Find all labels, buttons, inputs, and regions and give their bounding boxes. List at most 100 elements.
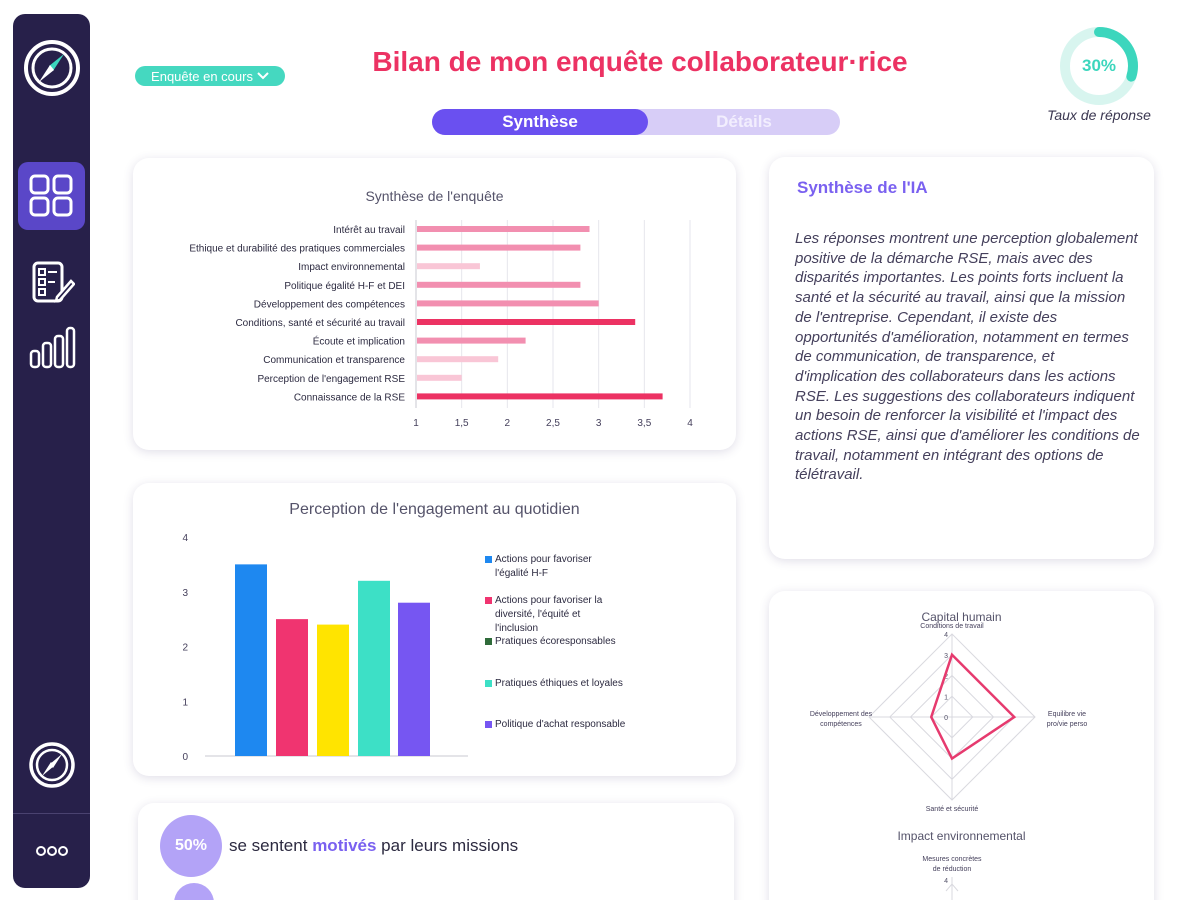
- radar2-tick-label: 4: [944, 878, 948, 885]
- sidebar: [13, 14, 90, 888]
- engagement-chart: 0 1 2 3 4 Actions pour favoriser l'égalité H-F…: [182, 533, 626, 763]
- x-tick-label: 2,5: [546, 418, 560, 429]
- view-tabs: Synthèse Détails: [432, 109, 840, 135]
- sidebar-item-dashboard[interactable]: [18, 162, 85, 230]
- radar-axis-label: Développement des: [810, 711, 873, 718]
- radar-charts: 0 1 2 3 4 Conditions de travail Equilibre vie p…: [810, 623, 1088, 900]
- motivation-percent-badge: 50%: [160, 815, 222, 877]
- legend-label: Pratiques éthiques et loyales: [495, 678, 623, 689]
- radar2-grid-ring: [945, 883, 959, 892]
- legend-swatch: [485, 721, 492, 728]
- y-tick-label: 2: [182, 643, 188, 654]
- tab-details[interactable]: Détails: [716, 112, 772, 131]
- radar2-axis-label: de réduction: [933, 866, 972, 873]
- legend-swatch: [485, 638, 492, 645]
- legend-label: Actions pour favoriser l'égalité H-F: [495, 554, 592, 579]
- category-label: Développement des compétences: [254, 299, 405, 310]
- response-rate-value: 30%: [1081, 56, 1117, 75]
- category-label: Écoute et implication: [313, 335, 405, 348]
- more-dots-icon[interactable]: [23, 836, 80, 866]
- stat-highlight: motivés: [312, 836, 377, 855]
- survey-status-dropdown[interactable]: Enquête en cours: [135, 66, 285, 86]
- chevron-down-icon: [257, 72, 269, 80]
- motivation-stat-card: 50% se sentent motivés par leurs mission…: [138, 803, 734, 900]
- category-label: Perception de l'engagement RSE: [257, 374, 405, 385]
- category-label: Impact environnemental: [298, 262, 405, 273]
- second-stat-badge: [174, 883, 214, 900]
- bar: [417, 374, 462, 381]
- y-tick-label: 0: [182, 752, 188, 763]
- x-tick-label: 2: [505, 418, 511, 429]
- radar-tick-label: 3: [944, 653, 948, 660]
- x-tick-label: 1: [413, 418, 419, 429]
- sidebar-item-statistics[interactable]: [18, 314, 85, 382]
- radar-axis-label: Equilibre vie: [1048, 711, 1086, 718]
- x-tick-label: 1,5: [455, 418, 469, 429]
- legend-label: Actions pour favoriser la diversité, l'éq…: [495, 595, 603, 634]
- response-rate-arc: [1060, 27, 1138, 105]
- bar: [276, 619, 308, 756]
- radar-tick-label: 4: [944, 632, 948, 639]
- tab-synthese[interactable]: Synthèse: [432, 109, 648, 135]
- bar: [417, 300, 599, 307]
- stat-suffix: par leurs missions: [381, 836, 519, 855]
- ai-synthesis-card: Synthèse de l'IA Les réponses montrent u…: [769, 157, 1154, 559]
- y-tick-label: 4: [182, 533, 188, 544]
- category-label: Ethique et durabilité des pratiques comm…: [189, 244, 405, 255]
- y-tick-label: 1: [182, 697, 188, 708]
- ai-synthesis-title: Synthèse de l'IA: [797, 178, 928, 197]
- compass-icon[interactable]: [25, 738, 79, 792]
- x-tick-label: 3,5: [637, 418, 651, 429]
- radar-chart-title-impact-environnemental: Impact environnemental: [897, 829, 1026, 843]
- radar-axis-label: Conditions de travail: [920, 623, 984, 630]
- page-title: Bilan de mon enquête collaborateur·rice: [372, 46, 908, 77]
- category-label: Conditions, santé et sécurité au travail: [235, 318, 405, 329]
- sidebar-divider: [13, 813, 90, 814]
- legend-label: Pratiques écoresponsables: [495, 636, 616, 647]
- motivation-stat-text: se sentent motivés par leurs missions: [229, 836, 518, 856]
- radar-tick-label: 2: [944, 674, 948, 681]
- bar: [417, 263, 480, 270]
- engagement-chart-title: Perception de l'engagement au quotidien: [289, 501, 580, 518]
- form-edit-icon: [32, 261, 75, 303]
- survey-summary-card: Synthèse de l'enquête 1 1,5 2 2,5 3 3,5 4 Intér…: [133, 158, 736, 450]
- radar-tick-label: 1: [944, 694, 948, 701]
- legend-swatch: [485, 556, 492, 563]
- bar: [417, 281, 581, 288]
- survey-status-label: Enquête en cours: [151, 68, 253, 84]
- bar: [398, 602, 430, 756]
- legend-label: Politique d'achat responsable: [495, 719, 626, 730]
- engagement-perception-card: Perception de l'engagement au quotidien …: [133, 483, 736, 776]
- bar: [417, 337, 526, 344]
- bar: [417, 356, 499, 363]
- bar: [317, 624, 349, 756]
- category-label: Politique égalité H-F et DEI: [284, 281, 405, 292]
- dashboard-grid-icon: [29, 174, 72, 217]
- category-label: Connaissance de la RSE: [294, 392, 406, 403]
- survey-summary-chart-title: Synthèse de l'enquête: [365, 188, 504, 204]
- bar: [235, 564, 267, 756]
- x-tick-label: 3: [596, 418, 602, 429]
- sidebar-item-forms[interactable]: [18, 248, 85, 316]
- response-rate-label: Taux de réponse: [1047, 107, 1151, 123]
- y-tick-label: 3: [182, 588, 188, 599]
- bar: [417, 244, 581, 251]
- x-tick-label: 4: [687, 418, 693, 429]
- response-rate-gauge: 30%: [1058, 25, 1140, 107]
- radar-axis-label: pro/vie perso: [1047, 721, 1088, 728]
- legend-swatch: [485, 680, 492, 687]
- category-label: Intérêt au travail: [333, 225, 405, 236]
- radar-tick-label: 0: [944, 715, 948, 722]
- radar-axis-label: compétences: [820, 721, 862, 728]
- bar: [358, 580, 390, 756]
- radar-charts-card: Capital humain Impact environnemental 0 1…: [769, 591, 1154, 900]
- radar-axis-label: Santé et sécurité: [926, 806, 979, 813]
- bar: [417, 393, 663, 400]
- radar2-axis-label: Mesures concrètes: [922, 856, 982, 863]
- bar-chart-icon: [29, 326, 75, 369]
- radar-series: [929, 652, 1017, 761]
- category-label: Communication et transparence: [263, 355, 405, 366]
- compass-logo-icon[interactable]: [22, 38, 82, 98]
- bar: [417, 226, 590, 232]
